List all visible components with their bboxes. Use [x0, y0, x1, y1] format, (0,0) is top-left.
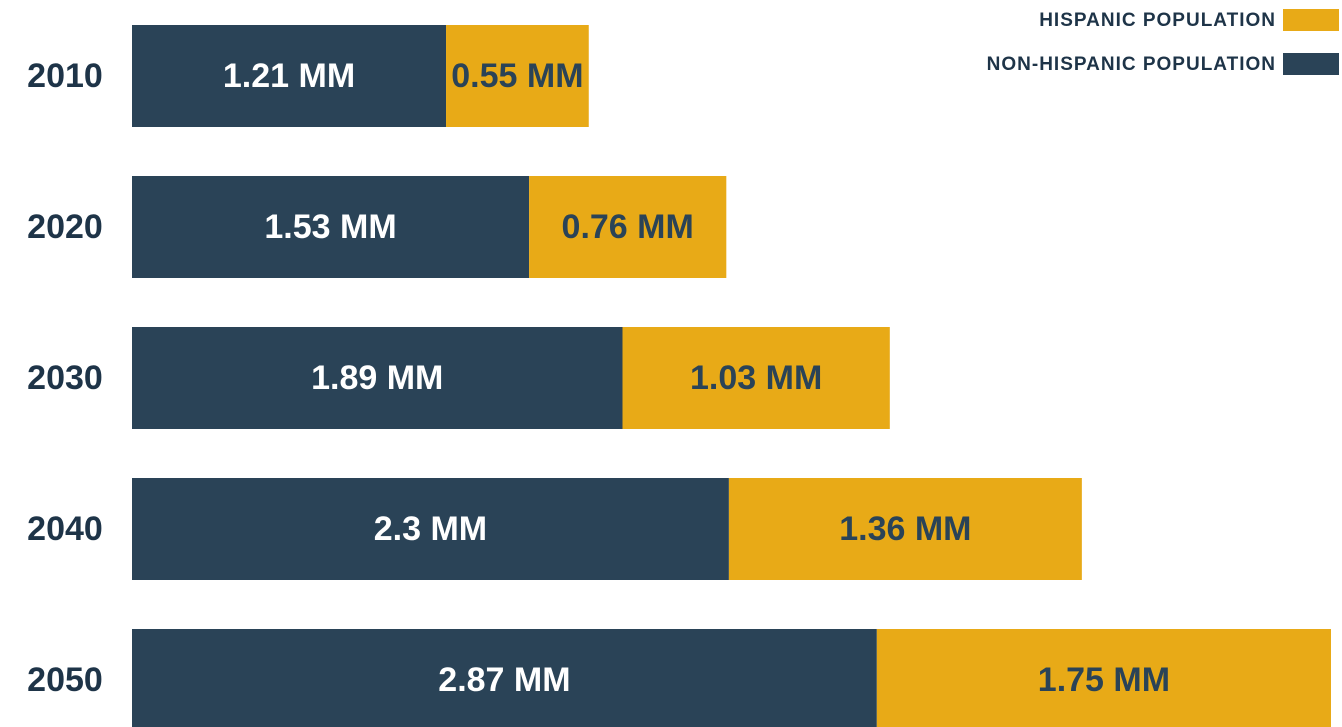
value-label: 1.03 MM: [690, 359, 822, 397]
category-label: 2040: [27, 510, 103, 548]
legend-swatch: [1283, 9, 1339, 31]
value-label: 2.87 MM: [438, 661, 570, 699]
legend-label: NON-HISPANIC POPULATION: [987, 54, 1276, 75]
category-label: 2020: [27, 208, 103, 246]
bar-segment: [132, 176, 530, 278]
value-label: 2.3 MM: [374, 510, 487, 548]
value-label: 1.36 MM: [839, 510, 971, 548]
bar-segment: [728, 478, 1082, 580]
bar-segment: [132, 478, 729, 580]
value-label: 1.21 MM: [223, 57, 355, 95]
value-label: 0.76 MM: [562, 208, 694, 246]
legend-label: HISPANIC POPULATION: [1039, 10, 1276, 31]
value-label: 1.53 MM: [264, 208, 396, 246]
value-label: 1.89 MM: [311, 359, 443, 397]
value-label: 1.75 MM: [1038, 661, 1170, 699]
category-label: 2010: [27, 57, 103, 95]
category-label: 2030: [27, 359, 103, 397]
legend-swatch: [1283, 53, 1339, 75]
bar-segment: [876, 629, 1331, 727]
category-label: 2050: [27, 661, 103, 699]
bar-segment: [446, 25, 589, 127]
bar-segment: [622, 327, 890, 429]
bar-segment: [132, 327, 623, 429]
bar-segment: [132, 25, 447, 127]
bar-segment: [529, 176, 727, 278]
bar-segment: [132, 629, 877, 727]
value-label: 0.55 MM: [451, 57, 583, 95]
